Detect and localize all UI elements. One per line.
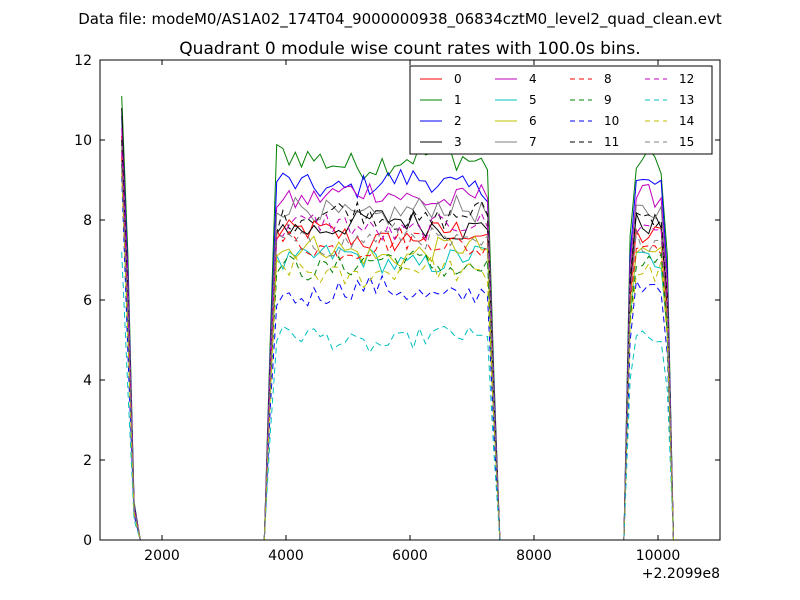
series-line-8 — [121, 155, 674, 540]
legend-label: 8 — [604, 72, 612, 86]
legend-label: 13 — [679, 93, 694, 107]
series-line-13 — [121, 251, 674, 540]
x-tick-label: 8000 — [516, 548, 552, 564]
series-line-12 — [121, 151, 674, 540]
legend-entry-0: 0 — [420, 72, 462, 86]
legend-label: 3 — [454, 135, 462, 149]
legend-label: 7 — [529, 135, 537, 149]
series-line-1 — [121, 95, 674, 540]
legend-entry-1: 1 — [420, 93, 462, 107]
y-tick-label: 2 — [83, 453, 92, 469]
x-tick-label: 4000 — [268, 548, 304, 564]
legend-entry-7: 7 — [495, 135, 537, 149]
series-line-3 — [121, 107, 674, 540]
legend-entry-11: 11 — [570, 135, 619, 149]
legend-entry-12: 12 — [645, 72, 694, 86]
legend-entry-9: 9 — [570, 93, 612, 107]
series-line-6 — [121, 147, 674, 540]
legend-label: 0 — [454, 72, 462, 86]
y-tick-label: 4 — [83, 373, 92, 389]
series-line-2 — [121, 115, 674, 540]
y-tick-label: 0 — [83, 533, 92, 549]
series-line-7 — [121, 143, 674, 540]
legend-entry-2: 2 — [420, 114, 462, 128]
chart-title: Quadrant 0 module wise count rates with … — [179, 39, 640, 59]
legend-label: 2 — [454, 114, 462, 128]
y-tick-label: 6 — [83, 293, 92, 309]
figure-suptitle: Data file: modeM0/AS1A02_174T04_90000009… — [78, 10, 722, 29]
legend-label: 9 — [604, 93, 612, 107]
legend-label: 1 — [454, 93, 462, 107]
series-layer — [121, 95, 674, 540]
legend-entry-5: 5 — [495, 93, 537, 107]
series-line-11 — [121, 139, 674, 540]
y-tick-label: 8 — [83, 213, 92, 229]
legend-label: 15 — [679, 135, 694, 149]
legend-label: 4 — [529, 72, 537, 86]
x-tick-label: 2000 — [144, 548, 180, 564]
series-line-4 — [121, 127, 674, 540]
legend-entry-15: 15 — [645, 135, 694, 149]
legend-entry-8: 8 — [570, 72, 612, 86]
legend-label: 11 — [604, 135, 619, 149]
legend-entry-3: 3 — [420, 135, 462, 149]
series-line-14 — [121, 171, 674, 540]
legend-label: 5 — [529, 93, 537, 107]
series-line-0 — [121, 135, 674, 540]
series-line-5 — [121, 159, 674, 540]
y-tick-label: 10 — [74, 133, 92, 149]
x-offset-label: +2.2099e8 — [642, 566, 720, 582]
series-line-9 — [121, 163, 674, 540]
series-line-10 — [121, 175, 674, 540]
legend-label: 12 — [679, 72, 694, 86]
legend-frame — [409, 65, 713, 155]
legend-label: 10 — [604, 114, 619, 128]
legend-entry-6: 6 — [495, 114, 537, 128]
legend-label: 6 — [529, 114, 537, 128]
legend-entry-10: 10 — [570, 114, 619, 128]
series-line-15 — [121, 167, 674, 540]
y-tick-label: 12 — [74, 53, 92, 69]
legend-label: 14 — [679, 114, 694, 128]
legend-entry-13: 13 — [645, 93, 694, 107]
legend-entry-4: 4 — [495, 72, 537, 86]
legend-entry-14: 14 — [645, 114, 694, 128]
x-tick-label: 10000 — [636, 548, 681, 564]
x-tick-label: 6000 — [392, 548, 428, 564]
